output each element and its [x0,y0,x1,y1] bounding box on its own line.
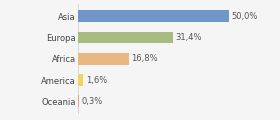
Text: 16,8%: 16,8% [132,54,158,63]
Text: 31,4%: 31,4% [176,33,202,42]
Bar [78,95,79,107]
Bar [78,53,129,65]
Bar [78,10,229,22]
Bar [78,32,173,43]
Text: 0,3%: 0,3% [82,97,103,106]
Text: 1,6%: 1,6% [86,75,107,84]
Bar [78,74,83,86]
Text: 50,0%: 50,0% [232,12,258,21]
